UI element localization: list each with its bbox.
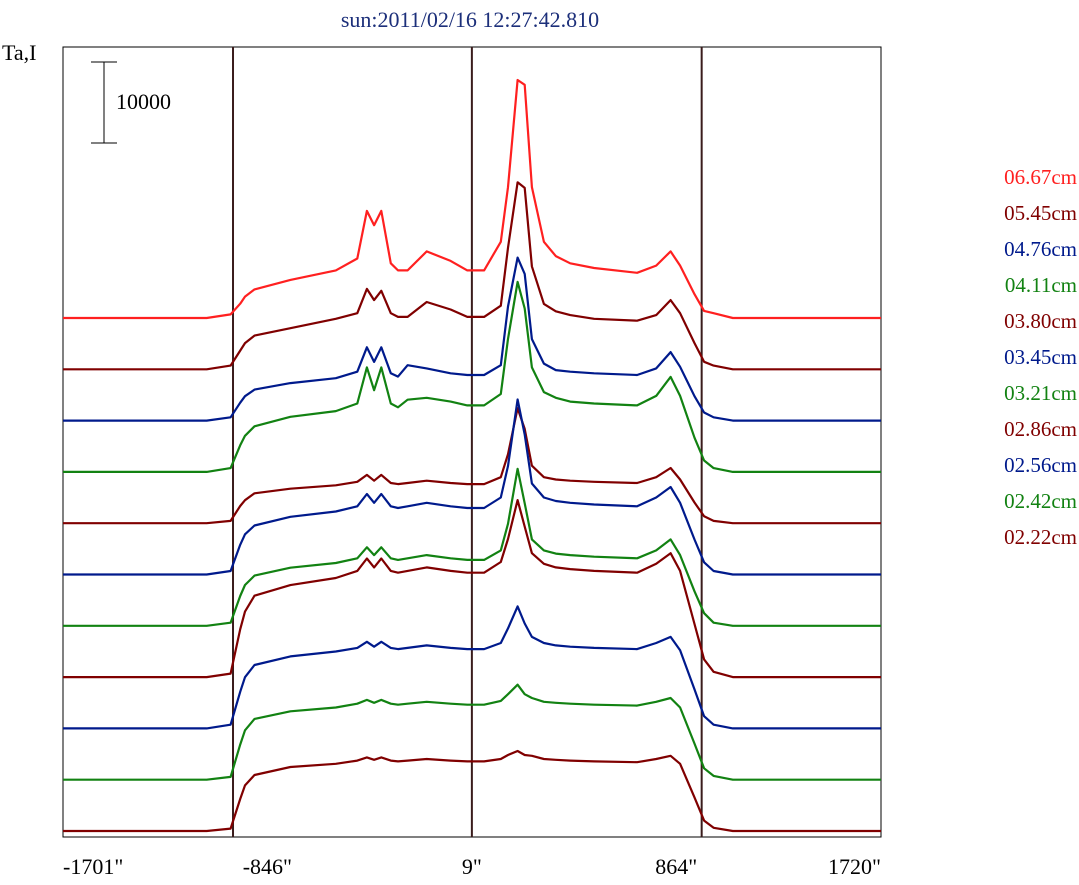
scale-bar: 10000 xyxy=(91,61,171,144)
series-line-02.42cm xyxy=(63,683,881,781)
legend-entry: 03.45cm xyxy=(1004,345,1077,369)
series-group xyxy=(63,78,881,833)
series-line-04.11cm xyxy=(63,280,881,473)
vertical-reference-lines xyxy=(232,47,703,837)
x-tick-label: 1720" xyxy=(828,854,881,879)
series-line-04.76cm xyxy=(63,256,881,422)
legend-entry: 02.56cm xyxy=(1004,453,1077,477)
x-tick-label: -846" xyxy=(243,854,292,879)
legend-entry: 02.86cm xyxy=(1004,417,1077,441)
series-line-03.21cm xyxy=(63,467,881,627)
chart-title: sun:2011/02/16 12:27:42.810 xyxy=(341,7,599,32)
x-tick-label: 9" xyxy=(462,854,482,879)
legend-entry: 02.42cm xyxy=(1004,489,1077,513)
legend-entry: 06.67cm xyxy=(1004,165,1077,189)
series-line-02.22cm xyxy=(63,749,881,833)
series-line-05.45cm xyxy=(63,181,881,371)
legend-entry: 02.22cm xyxy=(1004,525,1077,549)
legend-entry: 05.45cm xyxy=(1004,201,1077,225)
x-tick-label: -1701" xyxy=(63,854,123,879)
legend-entry: 04.11cm xyxy=(1005,273,1077,297)
series-line-02.56cm xyxy=(63,605,881,730)
x-tick-labels: -1701" -846" 9" 864" 1720" xyxy=(63,854,881,879)
y-axis-label: Ta,I xyxy=(2,40,37,65)
series-line-03.45cm xyxy=(63,398,881,576)
x-tick-label: 864" xyxy=(655,854,697,879)
legend-entry: 03.80cm xyxy=(1004,309,1077,333)
legend: 06.67cm 05.45cm 04.76cm 04.11cm 03.80cm 03.45… xyxy=(1004,165,1077,549)
series-line-03.80cm xyxy=(63,407,881,525)
legend-entry: 03.21cm xyxy=(1004,381,1077,405)
series-line-06.67cm xyxy=(63,78,881,320)
scale-bar-label: 10000 xyxy=(116,89,171,114)
legend-entry: 04.76cm xyxy=(1004,237,1077,261)
series-line-02.86cm xyxy=(63,499,881,679)
